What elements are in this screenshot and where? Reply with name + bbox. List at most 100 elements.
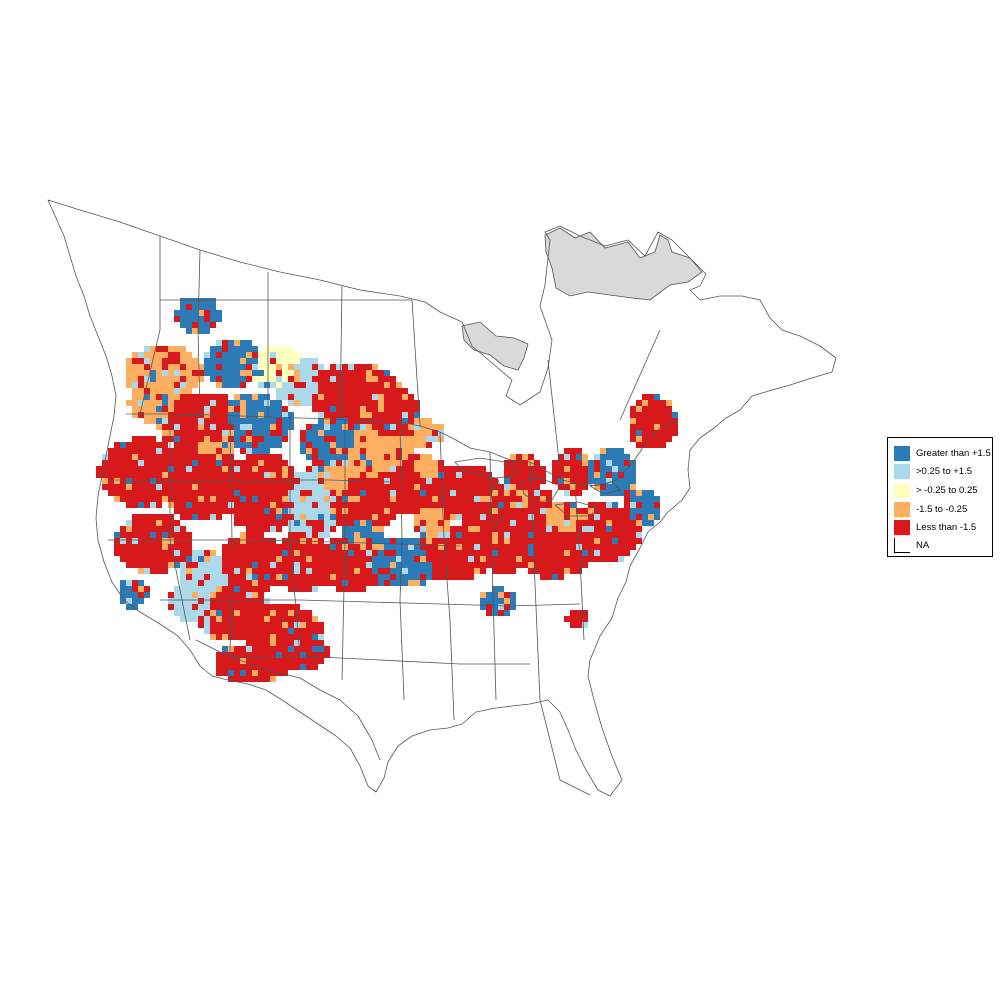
trend-cell — [264, 628, 270, 634]
trend-cell — [270, 676, 276, 682]
trend-cell — [234, 664, 240, 670]
trend-cell — [510, 478, 516, 484]
trend-cell — [258, 430, 264, 436]
trend-cell — [528, 520, 534, 526]
trend-cell — [114, 496, 120, 502]
trend-cell — [168, 448, 174, 454]
trend-cell — [504, 478, 510, 484]
trend-cell — [174, 604, 180, 610]
trend-cell — [612, 454, 618, 460]
trend-cell — [132, 550, 138, 556]
trend-cell — [276, 370, 282, 376]
trend-cell — [462, 568, 468, 574]
trend-cell — [270, 490, 276, 496]
trend-cell — [288, 580, 294, 586]
trend-cell — [654, 412, 660, 418]
trend-cell — [312, 526, 318, 532]
trend-cell — [384, 460, 390, 466]
trend-cell — [234, 442, 240, 448]
trend-cell — [306, 424, 312, 430]
trend-cell — [498, 562, 504, 568]
trend-cell — [246, 412, 252, 418]
trend-cell — [324, 574, 330, 580]
trend-cell — [372, 436, 378, 442]
trend-cell — [336, 448, 342, 454]
trend-cell — [426, 496, 432, 502]
trend-cell — [354, 412, 360, 418]
trend-cell — [312, 628, 318, 634]
trend-cell — [516, 502, 522, 508]
trend-cell — [168, 478, 174, 484]
trend-cell — [300, 436, 306, 442]
trend-cell — [504, 598, 510, 604]
trend-cell — [186, 616, 192, 622]
trend-cell — [252, 580, 258, 586]
trend-cell — [228, 676, 234, 682]
state-lines-9 — [399, 421, 405, 701]
trend-cell — [234, 574, 240, 580]
trend-cell — [666, 430, 672, 436]
trend-cell — [258, 556, 264, 562]
trend-cell — [450, 508, 456, 514]
trend-cell — [264, 502, 270, 508]
trend-cell — [432, 430, 438, 436]
trend-cell — [276, 526, 282, 532]
trend-cell — [312, 370, 318, 376]
trend-cell — [240, 418, 246, 424]
trend-cell — [258, 574, 264, 580]
trend-cell — [432, 562, 438, 568]
trend-cell — [558, 478, 564, 484]
trend-cell — [234, 556, 240, 562]
trend-cell — [510, 556, 516, 562]
trend-cell — [288, 610, 294, 616]
trend-cell — [216, 652, 222, 658]
trend-cell — [324, 544, 330, 550]
trend-cell — [132, 388, 138, 394]
trend-cell — [252, 610, 258, 616]
trend-cell — [294, 586, 300, 592]
trend-cell — [108, 472, 114, 478]
trend-cell — [330, 562, 336, 568]
trend-cell — [174, 406, 180, 412]
trend-cell — [144, 514, 150, 520]
trend-cell — [252, 478, 258, 484]
trend-cell — [390, 550, 396, 556]
trend-cell — [234, 382, 240, 388]
trend-cell — [480, 508, 486, 514]
legend-label: NA — [916, 540, 930, 551]
trend-cell — [258, 364, 264, 370]
trend-cell — [132, 604, 138, 610]
trend-cell — [168, 400, 174, 406]
trend-cell — [330, 394, 336, 400]
trend-cell — [504, 490, 510, 496]
trend-cell — [300, 442, 306, 448]
trend-cell — [384, 508, 390, 514]
trend-cell — [204, 562, 210, 568]
trend-cell — [138, 460, 144, 466]
state-lines-6 — [229, 417, 233, 657]
trend-cell — [336, 502, 342, 508]
trend-cell — [186, 562, 192, 568]
trend-cell — [396, 484, 402, 490]
trend-cell — [264, 484, 270, 490]
trend-cell — [234, 472, 240, 478]
trend-cell — [258, 352, 264, 358]
trend-cell — [246, 592, 252, 598]
trend-cell — [246, 514, 252, 520]
trend-cell — [138, 544, 144, 550]
trend-cell — [552, 562, 558, 568]
trend-cell — [366, 550, 372, 556]
trend-cell — [120, 466, 126, 472]
trend-cell — [588, 472, 594, 478]
trend-cell — [120, 580, 126, 586]
trend-cell — [264, 580, 270, 586]
trend-cell — [540, 514, 546, 520]
trend-cell — [294, 514, 300, 520]
trend-cell — [528, 532, 534, 538]
trend-cell — [348, 490, 354, 496]
trend-cell — [264, 436, 270, 442]
trend-cell — [234, 376, 240, 382]
trend-cell — [186, 508, 192, 514]
trend-cell — [234, 478, 240, 484]
trend-cell — [216, 448, 222, 454]
